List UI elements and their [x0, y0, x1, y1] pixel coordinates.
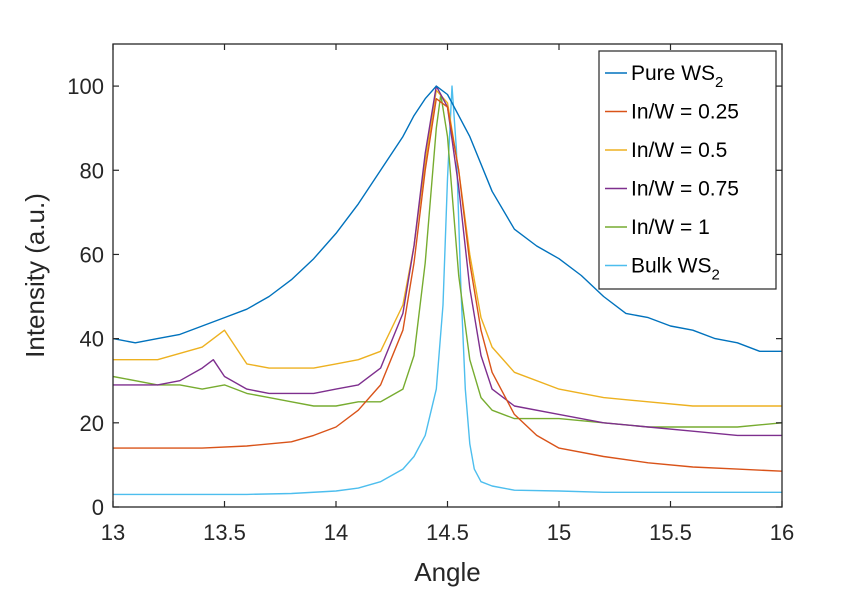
y-tick-label: 60 — [80, 242, 104, 267]
y-tick-label: 40 — [80, 327, 104, 352]
x-tick-label: 14.5 — [426, 520, 469, 545]
y-tick-label: 0 — [92, 495, 104, 520]
legend-box — [598, 50, 777, 290]
y-axis-label: Intensity (a.u.) — [20, 193, 50, 358]
legend-label-text: In/W = 0.75 — [631, 178, 739, 201]
x-axis-label: Angle — [414, 557, 481, 587]
y-tick-label: 80 — [80, 158, 104, 183]
legend-label: Bulk WS2 — [631, 255, 720, 284]
x-tick-label: 15.5 — [649, 520, 692, 545]
x-tick-label: 13 — [101, 520, 125, 545]
legend-label-text: Bulk WS — [631, 255, 712, 278]
x-tick-label: 13.5 — [203, 520, 246, 545]
series-line-0 — [112, 85, 782, 352]
x-axis: 13 13.5 14 14.5 15 15.5 16 — [101, 44, 794, 545]
legend-label: Pure WS2 — [631, 62, 723, 91]
legend-label-text: In/W = 0.25 — [631, 101, 739, 124]
y-tick-label: 100 — [67, 74, 104, 99]
x-tick-label: 15 — [547, 520, 571, 545]
legend-label: In/W = 1 — [631, 216, 710, 239]
legend-label: In/W = 0.5 — [631, 139, 727, 162]
y-axis: 0 20 40 60 80 100 — [67, 74, 782, 520]
series-line-3 — [113, 85, 782, 437]
legend-label-subscript: 2 — [715, 74, 723, 91]
x-tick-label: 16 — [770, 520, 794, 545]
series-line-4 — [112, 93, 783, 428]
x-tick-label: 14 — [324, 520, 348, 545]
y-tick-label: 20 — [80, 411, 104, 436]
series-line-1 — [113, 97, 783, 472]
legend-label-text: Pure WS — [631, 62, 715, 85]
series-layer — [112, 85, 783, 496]
legend-label-text: In/W = 1 — [631, 216, 710, 239]
legend-label: In/W = 0.75 — [631, 178, 739, 201]
series-line-2 — [113, 89, 782, 407]
series-line-5 — [113, 85, 782, 496]
legend-label-subscript: 2 — [712, 267, 720, 284]
legend-label: In/W = 0.25 — [631, 101, 739, 124]
legend-label-text: In/W = 0.5 — [631, 139, 727, 162]
